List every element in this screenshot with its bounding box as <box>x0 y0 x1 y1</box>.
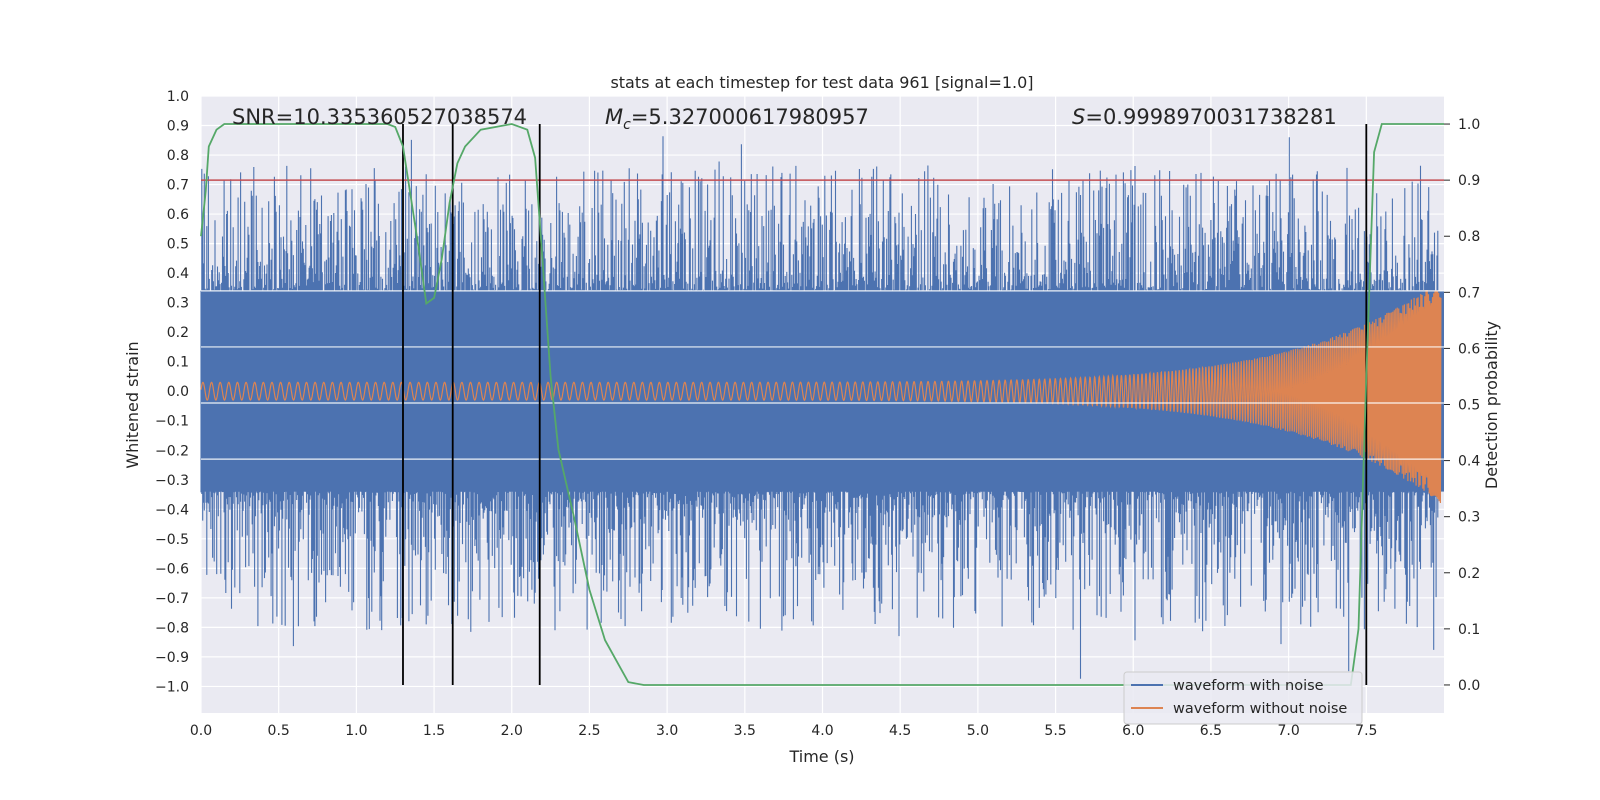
y-tick-label: −1.0 <box>155 679 189 695</box>
x-tick-label: 5.0 <box>967 723 989 739</box>
score-value: =0.9998970031738281 <box>1085 105 1336 129</box>
x-tick-label: 7.5 <box>1355 723 1377 739</box>
x-tick-label: 2.0 <box>501 723 523 739</box>
x-tick-label: 0.0 <box>190 723 212 739</box>
y-tick-label: −0.4 <box>155 502 189 518</box>
y2-tick-label: 0.7 <box>1458 285 1480 301</box>
y2-tick-label: 0.8 <box>1458 229 1480 245</box>
y2-tick-label: 0.6 <box>1458 341 1480 357</box>
x-tick-label: 6.0 <box>1122 723 1144 739</box>
score-symbol: S <box>1072 105 1085 129</box>
x-tick-label: 6.5 <box>1200 723 1222 739</box>
chirp-mass-subscript: c <box>623 117 631 133</box>
tick-labels: 0.0 0.5 1.0 1.5 2.0 2.5 3.0 3.5 4.0 4.5 5.0 5.5 6.0 6… <box>155 89 1480 739</box>
x-axis-label: Time (s) <box>788 747 854 766</box>
x-tick-label: 4.5 <box>889 723 911 739</box>
x-tick-label: 3.5 <box>734 723 756 739</box>
score-annotation: S=0.9998970031738281 <box>1072 105 1337 129</box>
chirp-mass-symbol: M <box>605 105 623 129</box>
x-tick-label: 1.0 <box>345 723 367 739</box>
x-tick-label: 4.0 <box>811 723 833 739</box>
y2-tick-label: 0.4 <box>1458 454 1480 470</box>
y-tick-label: 1.0 <box>167 89 189 105</box>
clean-chirp-line <box>200 289 1442 504</box>
y-tick-label: 0.7 <box>167 178 189 194</box>
y2-axis-label: Detection probability <box>1482 321 1501 489</box>
x-tick-label: 1.5 <box>423 723 445 739</box>
y-tick-label: −0.2 <box>155 443 189 459</box>
chirp-mass-value: =5.327000617980957 <box>631 105 869 129</box>
y-tick-label: 0.4 <box>167 266 189 282</box>
y-axis-label: Whitened strain <box>123 341 142 468</box>
y2-tick-label: 0.5 <box>1458 398 1480 414</box>
chirp-mass-annotation: Mc=5.327000617980957 <box>605 105 869 133</box>
y-tick-label: −0.1 <box>155 414 189 430</box>
y-tick-label: 0.8 <box>167 148 189 164</box>
x-tick-label: 5.5 <box>1044 723 1066 739</box>
chart-title: stats at each timestep for test data 961… <box>610 73 1033 92</box>
legend-label-noisy: waveform with noise <box>1173 678 1324 694</box>
clean-waveform <box>200 289 1444 504</box>
legend: waveform with noise waveform without noi… <box>1123 671 1363 725</box>
x-tick-label: 0.5 <box>268 723 290 739</box>
y-tick-label: 0.0 <box>167 384 189 400</box>
y-tick-label: 0.6 <box>167 207 189 223</box>
y-tick-label: 0.9 <box>167 119 189 135</box>
y-tick-label: −0.7 <box>155 591 189 607</box>
x-tick-label: 2.5 <box>578 723 600 739</box>
y-tick-label: 0.2 <box>167 325 189 341</box>
y-tick-label: 0.1 <box>167 355 189 371</box>
x-tick-label: 3.0 <box>656 723 678 739</box>
y-tick-label: 0.3 <box>167 296 189 312</box>
y2-tick-label: 0.1 <box>1458 622 1480 638</box>
y-tick-label: −0.9 <box>155 650 189 666</box>
snr-annotation: SNR=10.335360527038574 <box>232 105 527 129</box>
y2-tick-label: 0.0 <box>1458 678 1480 694</box>
y2-tick-label: 1.0 <box>1458 117 1480 133</box>
y-tick-label: 0.5 <box>167 237 189 253</box>
legend-label-clean: waveform without noise <box>1173 701 1347 717</box>
y2-tick-label: 0.3 <box>1458 510 1480 526</box>
x-tick-label: 7.0 <box>1277 723 1299 739</box>
legend-box <box>1123 671 1363 725</box>
y-tick-label: −0.6 <box>155 561 189 577</box>
y-tick-label: −0.8 <box>155 620 189 636</box>
y-tick-label: −0.3 <box>155 473 189 489</box>
y2-tick-label: 0.9 <box>1458 173 1480 189</box>
y-tick-label: −0.5 <box>155 532 189 548</box>
y2-tick-label: 0.2 <box>1458 566 1480 582</box>
